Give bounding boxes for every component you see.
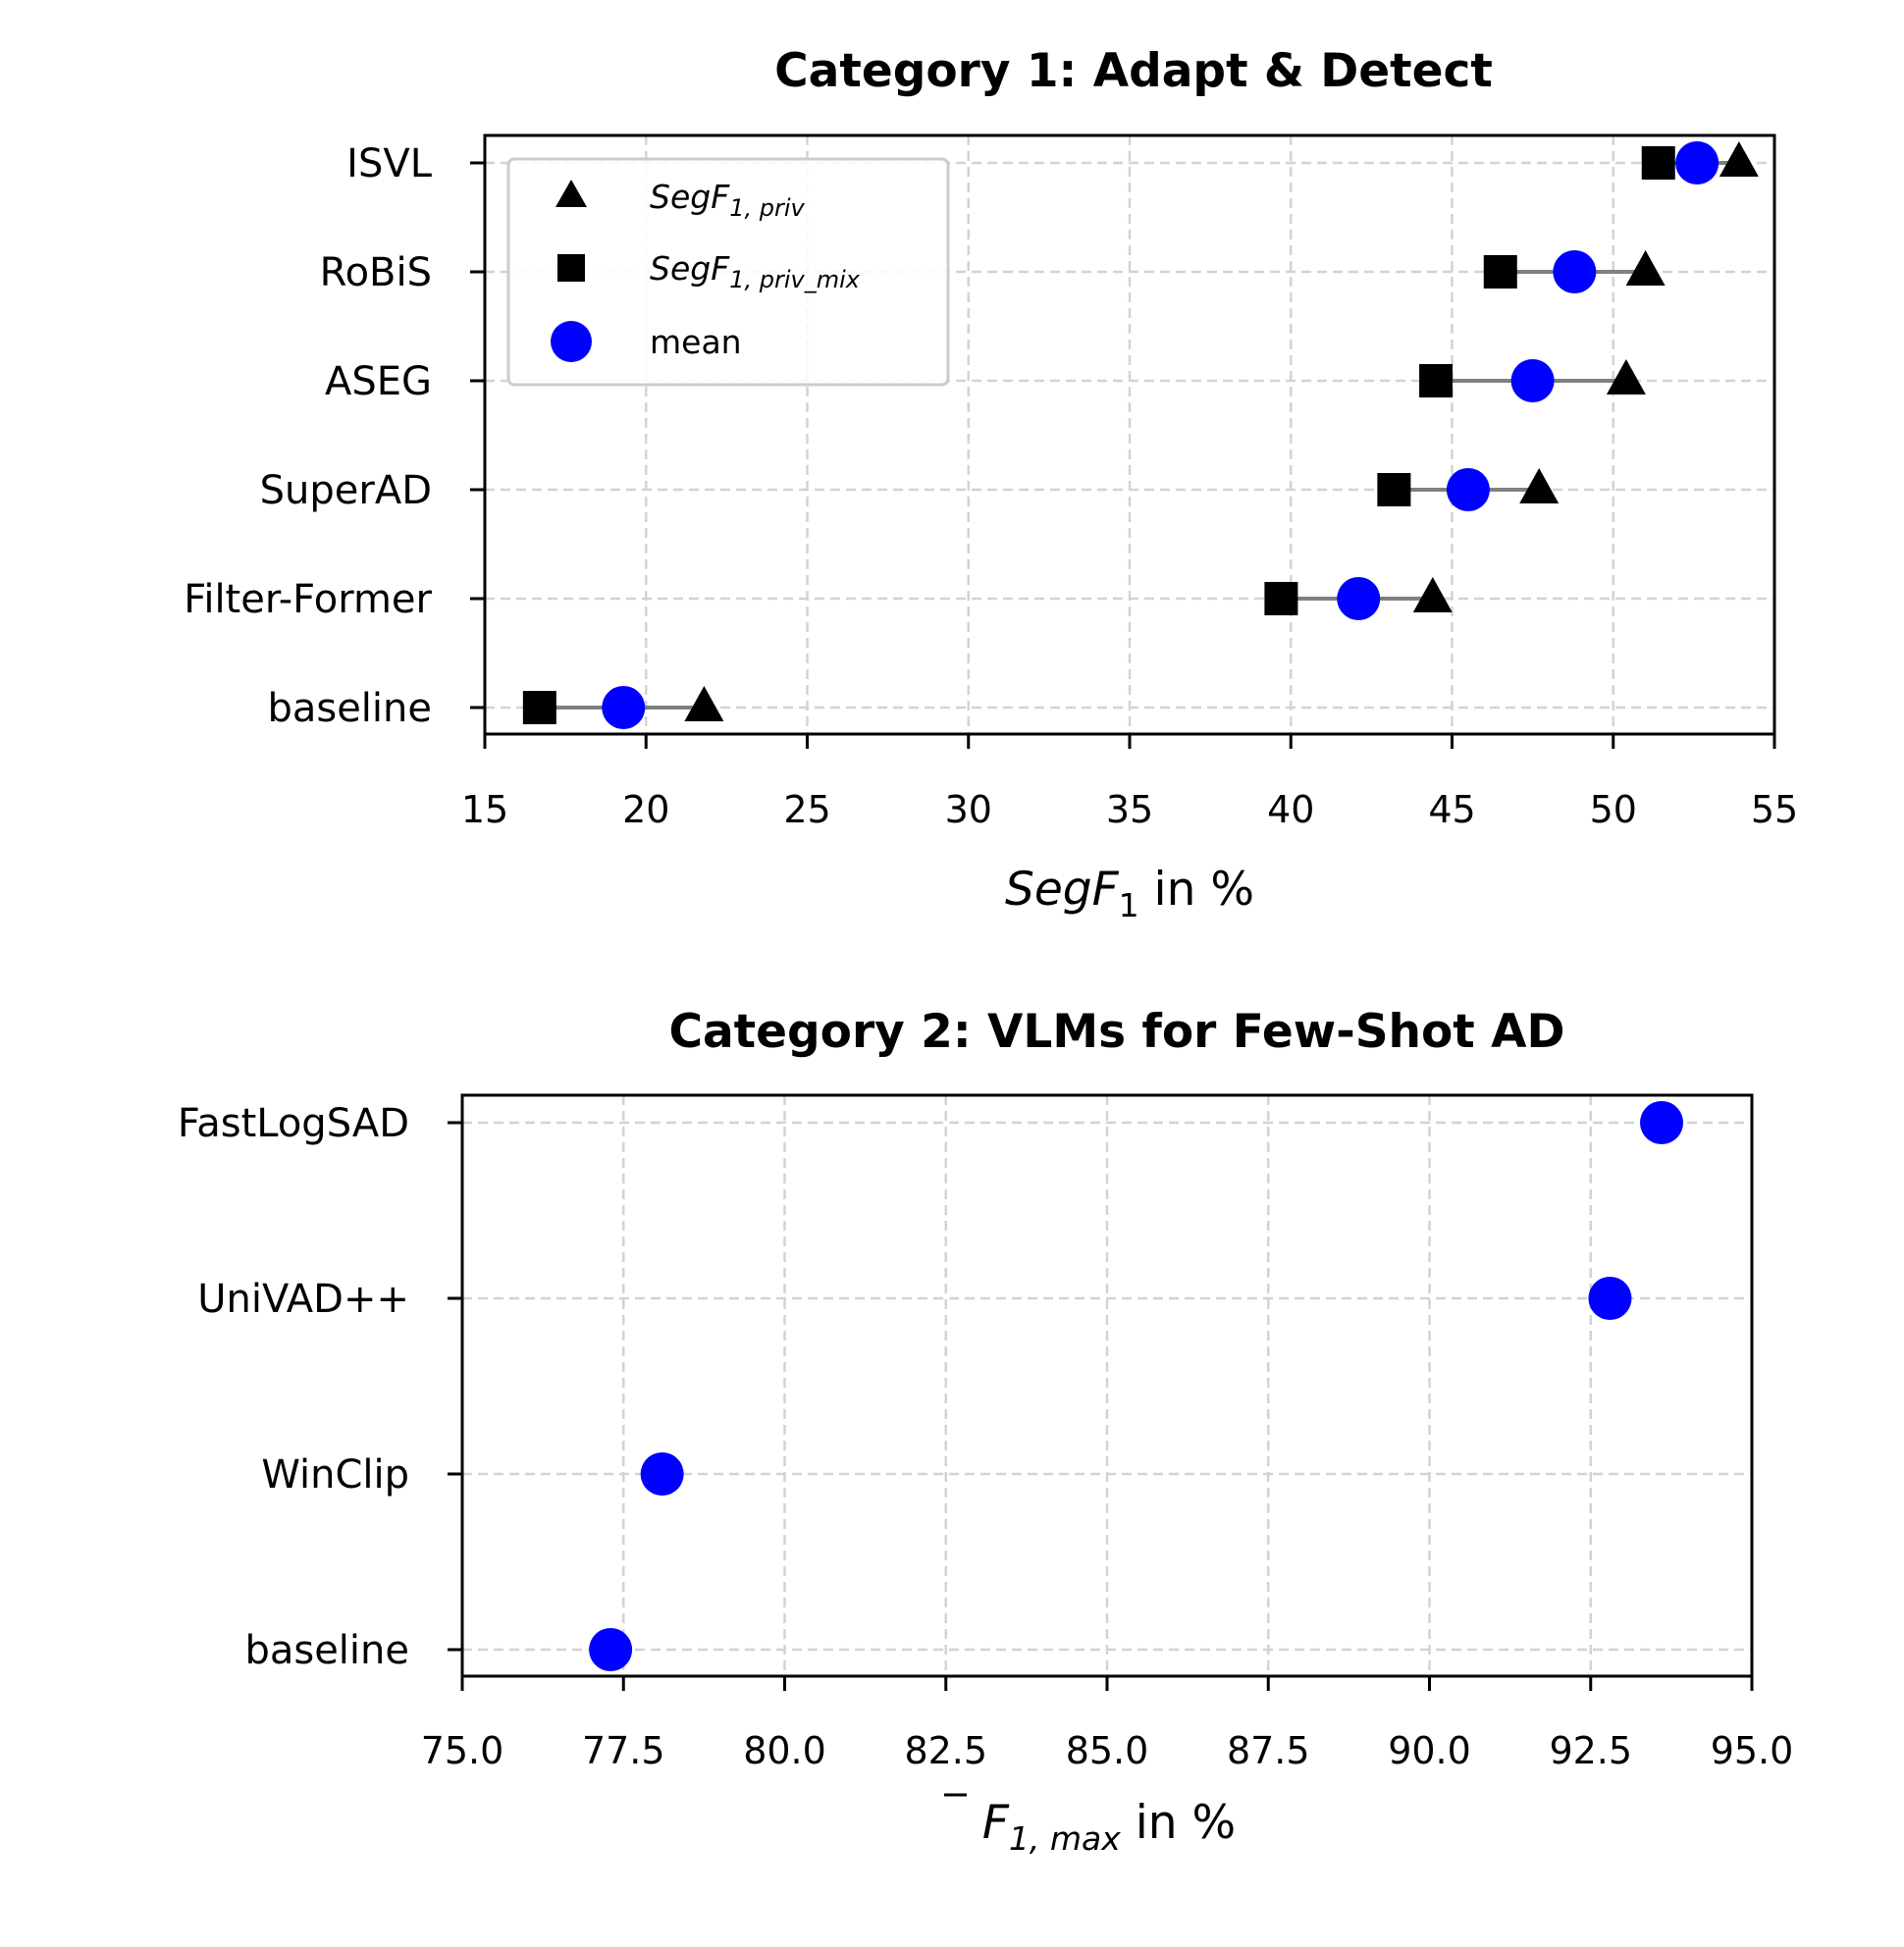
x-tick-label: 30 bbox=[945, 788, 992, 831]
segf1-priv-mix-point-superad bbox=[1377, 473, 1411, 506]
x-tick-label: 45 bbox=[1428, 788, 1475, 831]
x-axis-label-2: F1, max in % bbox=[982, 1796, 1236, 1858]
chart-title-1: Category 1: Adapt & Detect bbox=[774, 44, 1493, 98]
marks-2 bbox=[589, 1101, 1684, 1671]
x-tick-label: 25 bbox=[783, 788, 830, 831]
legend: SegF1, priv SegF1, priv_mix mean bbox=[506, 157, 950, 387]
segf1-priv-point-filter-former bbox=[1412, 577, 1453, 612]
category-label-fastlogsad: FastLogSAD bbox=[178, 1101, 409, 1146]
category-label-baseline: baseline bbox=[267, 686, 432, 731]
x-tick-label: 35 bbox=[1106, 788, 1153, 831]
category-label-winclip: WinClip bbox=[261, 1452, 409, 1498]
chart-title-2: Category 2: VLMs for Few-Shot AD bbox=[668, 1005, 1564, 1059]
marks-1 bbox=[522, 141, 1759, 729]
segf1-priv-point-superad bbox=[1519, 468, 1560, 503]
mean-point-winclip bbox=[640, 1452, 684, 1496]
x-tick-label: 82.5 bbox=[904, 1729, 987, 1772]
x-tick-label: 50 bbox=[1590, 788, 1637, 831]
segf1-priv-mix-point-isvl bbox=[1641, 146, 1675, 180]
category-label-robis: RoBiS bbox=[320, 250, 432, 295]
axis-ticks-2: 75.0 77.5 80.0 82.5 85.0 87.5 90.0 92.5 95.0 Fast… bbox=[178, 1101, 1793, 1772]
chart-panel-1: Category 1: Adapt & Detect 15 20 25 30 35 40 4… bbox=[184, 44, 1798, 924]
mean-point-baseline bbox=[602, 686, 646, 729]
chart-panel-2: Category 2: VLMs for Few-Shot AD 75.0 77.… bbox=[178, 1005, 1793, 1858]
segf1-priv-point-baseline bbox=[684, 686, 724, 721]
segf1-priv-mix-point-aseg bbox=[1419, 364, 1454, 397]
mean-point-isvl bbox=[1675, 141, 1719, 184]
segf1-priv-point-robis bbox=[1625, 250, 1666, 286]
x-tick-label: 15 bbox=[461, 788, 508, 831]
x-tick-label: 75.0 bbox=[421, 1729, 504, 1772]
category-label-univad: UniVAD++ bbox=[197, 1277, 409, 1322]
x-tick-label: 40 bbox=[1267, 788, 1314, 831]
mean-point-superad bbox=[1446, 468, 1490, 511]
mean-point-filter-former bbox=[1337, 577, 1381, 620]
grid-2 bbox=[462, 1095, 1752, 1676]
category-label-baseline: baseline bbox=[244, 1628, 409, 1673]
x-tick-label: 95.0 bbox=[1711, 1729, 1794, 1772]
legend-label-priv-mix: SegF1, priv_mix bbox=[650, 249, 861, 293]
mean-point-robis bbox=[1553, 250, 1597, 293]
x-axis-label-1: SegF1 in % bbox=[1005, 863, 1254, 924]
category-label-isvl: ISVL bbox=[346, 141, 433, 186]
mean-point-aseg bbox=[1510, 359, 1555, 402]
x-tick-label: 20 bbox=[622, 788, 669, 831]
category-label-superad: SuperAD bbox=[260, 468, 432, 513]
axis-ticks-1: 15 20 25 30 35 40 45 50 55 ISVL RoBiS ASEG SuperAD Fi… bbox=[184, 141, 1798, 831]
x-tick-label: 90.0 bbox=[1388, 1729, 1471, 1772]
mean-point-fastlogsad bbox=[1640, 1101, 1684, 1144]
segf1-priv-mix-point-robis bbox=[1483, 255, 1517, 289]
mean-point-baseline bbox=[589, 1628, 633, 1671]
segf1-priv-point-isvl bbox=[1719, 141, 1759, 177]
x-tick-label: 92.5 bbox=[1549, 1729, 1632, 1772]
segf1-priv-mix-point-filter-former bbox=[1264, 582, 1298, 615]
x-tick-label: 55 bbox=[1751, 788, 1798, 831]
mean-point-univad bbox=[1588, 1277, 1632, 1320]
segf1-priv-mix-point-baseline bbox=[522, 691, 556, 724]
legend-label-mean: mean bbox=[650, 323, 742, 361]
segf1-priv-point-aseg bbox=[1606, 359, 1646, 395]
x-tick-label: 85.0 bbox=[1066, 1729, 1149, 1772]
x-tick-label: 77.5 bbox=[582, 1729, 665, 1772]
legend-box bbox=[506, 157, 950, 387]
category-label-filter-former: Filter-Former bbox=[184, 577, 432, 622]
category-label-aseg: ASEG bbox=[325, 359, 432, 404]
x-tick-label: 80.0 bbox=[743, 1729, 826, 1772]
legend-label-priv: SegF1, priv bbox=[650, 178, 805, 222]
x-tick-label: 87.5 bbox=[1227, 1729, 1310, 1772]
legend-marker-circle bbox=[551, 321, 592, 362]
legend-marker-triangle bbox=[555, 180, 587, 207]
legend-marker-square bbox=[557, 254, 585, 282]
